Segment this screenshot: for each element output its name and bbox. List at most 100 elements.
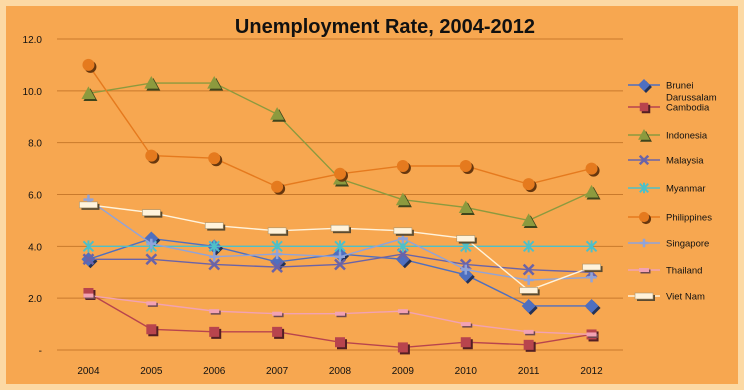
- data-point: [460, 337, 471, 348]
- data-point: [586, 332, 597, 337]
- series-5: [82, 58, 600, 195]
- data-point: [395, 252, 410, 267]
- data-point: [397, 342, 408, 353]
- data-point: [335, 337, 345, 348]
- series-7: [83, 293, 599, 338]
- legend-marker: [639, 102, 649, 112]
- data-point: [272, 311, 283, 316]
- x-tick-label: 2010: [455, 366, 478, 377]
- legend-item: Myanmar: [628, 182, 706, 195]
- data-point: [271, 261, 283, 273]
- data-point: [209, 251, 220, 262]
- data-point: [82, 253, 95, 266]
- series-6: [83, 194, 597, 286]
- series-2: [81, 76, 601, 229]
- x-tick-label: 2012: [580, 366, 603, 377]
- axis-ticks: - 2.0 4.0 6.0 8.0 10.0 12.0 2004 2005 2006 2007 200…: [23, 35, 604, 377]
- legend-label: Indonesia: [666, 131, 708, 142]
- data-point: [267, 227, 287, 235]
- data-point: [458, 200, 473, 214]
- legend-marker: [638, 129, 650, 140]
- data-point: [334, 258, 346, 271]
- legend-label: Thailand: [666, 266, 702, 277]
- data-point: [271, 180, 284, 193]
- data-point: [83, 287, 94, 298]
- legend-item: Thailand: [628, 266, 702, 277]
- data-point: [521, 298, 536, 313]
- data-point: [146, 324, 157, 335]
- data-point: [334, 240, 346, 253]
- y-tick-label: 10.0: [23, 87, 43, 98]
- data-point: [270, 254, 285, 269]
- series-4: [82, 240, 598, 253]
- data-point: [208, 240, 220, 253]
- y-tick-label: 8.0: [28, 139, 42, 150]
- legend-marker: [638, 79, 650, 91]
- legend-item: Indonesia: [628, 129, 708, 142]
- data-point: [522, 240, 535, 253]
- x-tick-label: 2011: [518, 366, 540, 377]
- legend-marker: [639, 182, 649, 194]
- data-point: [79, 201, 98, 209]
- data-point: [82, 240, 95, 253]
- y-tick-label: 6.0: [28, 191, 42, 202]
- data-point: [456, 235, 476, 242]
- data-point: [582, 263, 601, 271]
- legend-label: Philippines: [666, 213, 712, 224]
- data-point: [145, 149, 158, 162]
- legend-marker: [639, 268, 649, 272]
- x-tick-label: 2008: [329, 366, 352, 377]
- data-point: [146, 238, 157, 249]
- series-line: [88, 82, 592, 222]
- data-point: [460, 322, 471, 327]
- x-tick-label: 2006: [203, 366, 226, 377]
- data-point: [142, 209, 161, 216]
- legend-item: Philippines: [628, 211, 712, 225]
- x-tick-label: 2007: [266, 366, 289, 377]
- data-point: [519, 287, 538, 294]
- legend-marker: [634, 292, 654, 300]
- data-point: [584, 298, 599, 313]
- legend-marker: [639, 238, 649, 248]
- legend-label: Singapore: [666, 239, 709, 250]
- data-point: [334, 167, 346, 180]
- data-point: [207, 76, 222, 89]
- data-point: [208, 152, 221, 165]
- data-point: [523, 275, 534, 286]
- data-point: [458, 267, 473, 282]
- data-point: [335, 251, 345, 262]
- legend-label: Cambodia: [666, 103, 710, 114]
- data-point: [395, 192, 410, 206]
- data-point: [523, 339, 534, 350]
- data-point: [83, 293, 94, 298]
- data-point: [144, 76, 159, 89]
- legend-marker: [638, 211, 650, 223]
- data-point: [584, 184, 599, 198]
- data-point: [460, 264, 471, 275]
- legend-label: Malaysia: [666, 156, 704, 167]
- data-point: [585, 240, 598, 253]
- data-point: [335, 311, 345, 316]
- data-point: [522, 263, 535, 276]
- legend-item: Cambodia: [628, 103, 710, 114]
- data-point: [272, 249, 283, 260]
- data-point: [146, 301, 157, 306]
- legend-item: Malaysia: [628, 154, 704, 167]
- data-point: [209, 309, 220, 314]
- data-point: [397, 309, 408, 314]
- y-tick-label: 12.0: [23, 35, 43, 46]
- gridlines: [57, 38, 623, 351]
- y-tick-label: 2.0: [28, 294, 42, 305]
- data-point: [523, 329, 534, 334]
- data-point: [393, 227, 413, 235]
- data-point: [586, 272, 597, 283]
- legend-item: Brunei Darussalam: [628, 79, 717, 104]
- data-point: [82, 58, 95, 71]
- data-point: [145, 253, 158, 266]
- data-point: [208, 258, 221, 271]
- legend-label: Myanmar: [666, 184, 706, 195]
- series-8: [79, 201, 603, 296]
- y-tick-label: -: [39, 346, 42, 357]
- data-point: [209, 326, 220, 337]
- y-tick-label: 4.0: [28, 242, 42, 253]
